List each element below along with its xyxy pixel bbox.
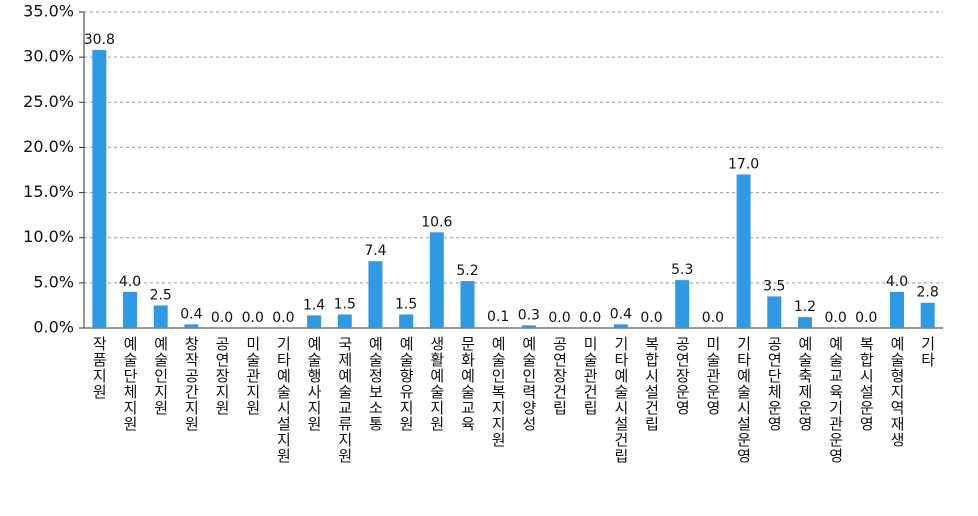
- value-label: 0.0: [272, 310, 294, 326]
- bar: [460, 281, 475, 328]
- value-label: 1.2: [794, 299, 816, 315]
- value-label: 2.5: [150, 287, 172, 303]
- x-tick-label: 예술인지원: [152, 336, 170, 416]
- x-tick-label: 기타: [919, 336, 937, 368]
- bar: [767, 296, 782, 328]
- x-tick-label: 국제예술교류지원: [336, 336, 354, 464]
- x-tick-label: 공연단체운영: [765, 336, 783, 432]
- value-label: 2.8: [917, 285, 939, 301]
- value-label: 0.1: [487, 309, 509, 325]
- x-tick-label: 기타예술시설운영: [735, 336, 753, 464]
- y-tick-label: 15.0%: [23, 182, 74, 201]
- bar: [92, 49, 107, 329]
- value-label: 0.0: [702, 310, 724, 326]
- bar: [675, 280, 690, 328]
- bar: [337, 314, 352, 328]
- bar: [399, 314, 414, 328]
- y-tick-label: 25.0%: [23, 92, 74, 111]
- x-tick-label: 예술향유지원: [397, 336, 415, 432]
- x-tick-label: 작품지원: [90, 336, 108, 400]
- value-label: 0.0: [242, 310, 264, 326]
- value-label: 1.4: [303, 297, 325, 313]
- value-label: 17.0: [728, 157, 759, 173]
- y-tick-label: 10.0%: [23, 227, 74, 246]
- x-tick-label: 예술인력양성: [520, 336, 538, 432]
- x-tick-label: 미술관건립: [581, 336, 599, 416]
- x-tick-label: 생활예술지원: [428, 336, 446, 432]
- bar: [736, 174, 751, 328]
- value-label: 3.5: [763, 278, 785, 294]
- x-tick-label: 예술형지역재생: [888, 336, 906, 448]
- x-tick-label: 예술행사지원: [305, 336, 323, 432]
- x-tick-label: 복합시설건립: [643, 336, 661, 432]
- x-tick-label: 미술관운영: [704, 336, 722, 416]
- value-label: 0.0: [640, 310, 662, 326]
- value-label: 1.5: [334, 296, 356, 312]
- x-tick-label: 창작공간지원: [182, 336, 200, 432]
- bar: [184, 324, 199, 328]
- bar: [797, 317, 812, 328]
- y-tick-label: 0.0%: [33, 318, 74, 337]
- x-tick-label: 기타예술시설건립: [612, 336, 630, 464]
- value-label: 0.4: [610, 306, 632, 322]
- value-label: 1.5: [395, 296, 417, 312]
- bar: [491, 327, 506, 328]
- x-tick-label: 예술교육기관운영: [827, 336, 845, 464]
- x-tick-label: 복합시설운영: [857, 336, 875, 432]
- y-tick-label: 20.0%: [23, 137, 74, 156]
- value-label: 30.8: [84, 32, 115, 48]
- x-tick-label: 기타예술시설지원: [274, 336, 292, 464]
- x-tick-label: 공연장건립: [551, 336, 569, 416]
- y-tick-label: 5.0%: [33, 272, 74, 291]
- bar: [521, 325, 536, 328]
- value-label: 0.4: [180, 306, 202, 322]
- x-tick-label: 미술관지원: [244, 336, 262, 416]
- bar: [429, 232, 444, 328]
- value-label: 0.3: [518, 307, 540, 323]
- value-label: 4.0: [886, 274, 908, 290]
- x-tick-label: 문화예술교육: [458, 336, 476, 432]
- value-label: 5.2: [456, 263, 478, 279]
- bar: [889, 291, 904, 328]
- x-tick-label: 예술인복지지원: [489, 336, 507, 448]
- value-label: 0.0: [211, 310, 233, 326]
- x-tick-label: 공연장지원: [213, 336, 231, 416]
- value-label: 0.0: [824, 310, 846, 326]
- value-label: 4.0: [119, 274, 141, 290]
- y-tick-label: 30.0%: [23, 47, 74, 66]
- bar: [153, 305, 168, 328]
- bar: [307, 315, 322, 328]
- value-label: 7.4: [364, 243, 386, 259]
- value-label: 5.3: [671, 262, 693, 278]
- value-label: 0.0: [855, 310, 877, 326]
- bar: [123, 291, 138, 328]
- value-label: 0.0: [548, 310, 570, 326]
- value-label: 10.6: [421, 214, 452, 230]
- x-tick-label: 예술축제운영: [796, 336, 814, 432]
- y-tick-label: 35.0%: [23, 2, 74, 21]
- x-tick-label: 예술단체지원: [121, 336, 139, 432]
- value-label: 0.0: [579, 310, 601, 326]
- bar: [368, 261, 383, 328]
- bar: [613, 324, 628, 328]
- bar: [920, 302, 935, 328]
- x-tick-label: 공연장운영: [673, 336, 691, 416]
- x-tick-label: 예술정보소통: [366, 336, 384, 432]
